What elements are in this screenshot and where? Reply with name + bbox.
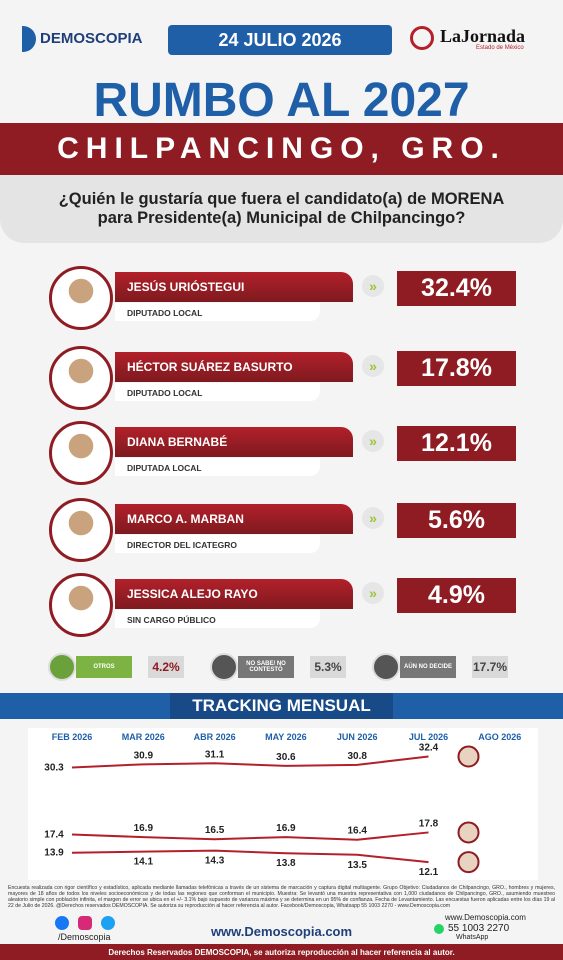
- brand: DEMOSCOPIA: [40, 30, 143, 47]
- data-label: 30.6: [276, 752, 296, 763]
- website: www.Demoscopia.com: [210, 924, 353, 939]
- data-label: 32.4: [419, 743, 439, 754]
- partner-sub: Estado de México: [476, 45, 524, 51]
- data-label: 13.5: [347, 860, 367, 871]
- candidate-photo: [457, 745, 480, 768]
- candidate-photo: [457, 851, 480, 874]
- photo: [49, 266, 113, 330]
- logo-mark: [22, 26, 36, 52]
- date: 24 JULIO 2026: [168, 25, 392, 55]
- data-label: 16.4: [347, 826, 367, 837]
- series-line: [71, 831, 429, 841]
- data-label: 13.9: [44, 848, 64, 859]
- whatsapp: WhatsApp: [456, 934, 489, 941]
- photo: [49, 421, 113, 485]
- data-label: 14.1: [134, 857, 154, 868]
- series-line: [71, 755, 429, 769]
- name-bar: HÉCTOR SUÁREZ BASURTO: [115, 352, 353, 382]
- social: /Demoscopia: [58, 932, 111, 942]
- data-label: 16.9: [134, 823, 154, 834]
- data-label: 16.9: [276, 823, 296, 834]
- rights: Derechos Reservados DEMOSCOPIA, se autor…: [0, 944, 563, 960]
- x-tick-label: AGO 2026: [478, 732, 521, 742]
- arrow: »: [362, 355, 384, 377]
- whatsapp-icon: [434, 924, 444, 934]
- name-bar: DIANA BERNABÉ: [115, 427, 353, 457]
- partner-logo: [410, 26, 434, 50]
- others-icon: [48, 653, 76, 681]
- data-label: 12.1: [419, 867, 439, 878]
- footer-note: Encuesta realizada con rigor científico …: [8, 885, 555, 909]
- data-label: 16.5: [205, 825, 225, 836]
- data-label: 30.3: [44, 762, 64, 773]
- x-tick-label: FEB 2026: [52, 732, 93, 742]
- others-icon: [210, 653, 238, 681]
- value: 5.6%: [397, 503, 516, 538]
- others-label: OTROS: [76, 656, 132, 678]
- x-tick-label: ABR 2026: [194, 732, 236, 742]
- others-icon: [372, 653, 400, 681]
- name-bar: JESSICA ALEJO RAYO: [115, 579, 353, 609]
- others-value: 5.3%: [310, 656, 346, 678]
- value: 12.1%: [397, 426, 516, 461]
- candidate-photo: [457, 821, 480, 844]
- data-label: 30.9: [134, 750, 154, 761]
- chart-bg: [28, 728, 538, 880]
- data-label: 30.8: [347, 751, 367, 762]
- photo: [49, 346, 113, 410]
- value: 17.8%: [397, 351, 516, 386]
- x-tick-label: MAY 2026: [265, 732, 307, 742]
- photo: [49, 573, 113, 637]
- photo: [49, 498, 113, 562]
- arrow: »: [362, 507, 384, 529]
- twitter-icon: [101, 916, 115, 930]
- arrow: »: [362, 430, 384, 452]
- x-tick-label: MAR 2026: [122, 732, 165, 742]
- website-right: www.Demoscopia.com: [445, 913, 526, 922]
- role-bar: DIPUTADA LOCAL: [115, 458, 320, 476]
- subtitle: CHILPANCINGO, GRO.: [0, 123, 563, 175]
- tracking-title: TRACKING MENSUAL: [170, 693, 393, 719]
- partner: LaJornada: [440, 26, 526, 46]
- tracking-chart: FEB 2026 MAR 2026 ABR 2026 MAY 2026 JUN 2026…: [28, 728, 538, 880]
- question: ¿Quién le gustaría que fuera el candidat…: [0, 175, 563, 243]
- title: RUMBO AL 2027: [93, 73, 470, 127]
- others-label: NO SABE/ NO CONTESTÓ: [238, 656, 294, 678]
- name-bar: MARCO A. MARBAN: [115, 504, 353, 534]
- value: 32.4%: [397, 271, 516, 306]
- name-bar: JESÚS URIÓSTEGUI: [115, 272, 353, 302]
- role-bar: SIN CARGO PÚBLICO: [115, 610, 320, 628]
- others-label: AÚN NO DECIDE: [400, 656, 456, 678]
- data-label: 13.8: [276, 858, 296, 869]
- data-label: 14.3: [205, 856, 225, 867]
- x-tick-label: JUN 2026: [337, 732, 378, 742]
- data-label: 17.8: [419, 818, 439, 829]
- series-line: [71, 849, 429, 864]
- role-bar: DIPUTADO LOCAL: [115, 383, 320, 401]
- arrow: »: [362, 275, 384, 297]
- role-bar: DIPUTADO LOCAL: [115, 303, 320, 321]
- data-label: 31.1: [205, 749, 225, 760]
- arrow: »: [362, 582, 384, 604]
- data-label: 17.4: [44, 830, 64, 841]
- value: 4.9%: [397, 578, 516, 613]
- x-tick-label: JUL 2026: [409, 732, 448, 742]
- phone: 55 1003 2270: [448, 923, 510, 934]
- instagram-icon: [78, 916, 92, 930]
- facebook-icon: [55, 916, 69, 930]
- others-value: 4.2%: [148, 656, 184, 678]
- others-value: 17.7%: [472, 656, 508, 678]
- role-bar: DIRECTOR DEL ICATEGRO: [115, 535, 320, 553]
